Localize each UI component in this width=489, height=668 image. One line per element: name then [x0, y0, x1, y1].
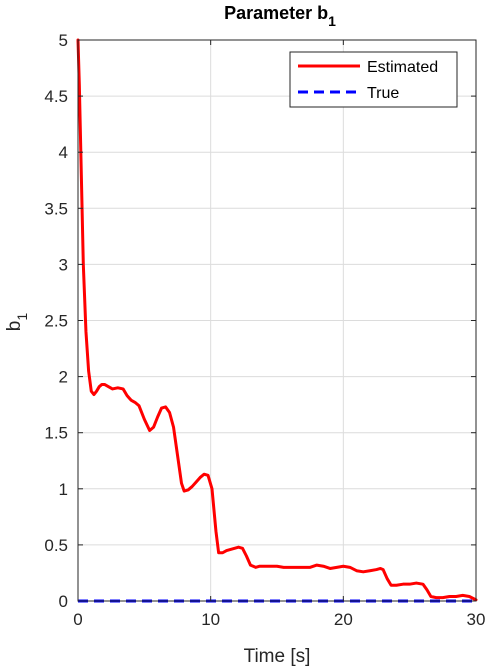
y-tick-label: 5: [59, 31, 68, 50]
y-tick-label: 0.5: [44, 536, 68, 555]
legend-label-estimated: Estimated: [367, 59, 438, 76]
y-tick-label: 3.5: [44, 199, 68, 218]
x-axis-label: Time [s]: [244, 646, 311, 667]
y-tick-label: 0: [59, 592, 68, 611]
chart-title: Parameter b1: [224, 3, 336, 29]
y-tick-label: 4: [59, 143, 68, 162]
ticks: [77, 39, 477, 602]
y-tick-label: 1.5: [44, 424, 68, 443]
x-tick-label: 10: [201, 610, 220, 629]
y-axis-label: b1: [4, 313, 30, 332]
x-tick-label: 20: [334, 610, 353, 629]
legend: Estimated True: [289, 51, 458, 108]
y-axis-label-subscript: 1: [14, 313, 30, 321]
legend-label-true: True: [367, 85, 399, 102]
x-tick-label: 0: [73, 610, 82, 629]
y-tick-label: 1: [59, 480, 68, 499]
y-tick-label: 2.5: [44, 312, 68, 331]
tick-labels: 0 10 20 30 0 0.5 1 1.5 2 2.5 3 3.5 4 4.5 5: [44, 31, 485, 629]
chart-title-subscript: 1: [328, 13, 336, 29]
series-line-estimated: [76, 38, 478, 602]
y-tick-label: 2: [59, 368, 68, 387]
y-tick-label: 3: [59, 255, 68, 274]
legend-box: [289, 51, 458, 108]
y-tick-label: 4.5: [44, 87, 68, 106]
x-tick-label: 30: [467, 610, 486, 629]
